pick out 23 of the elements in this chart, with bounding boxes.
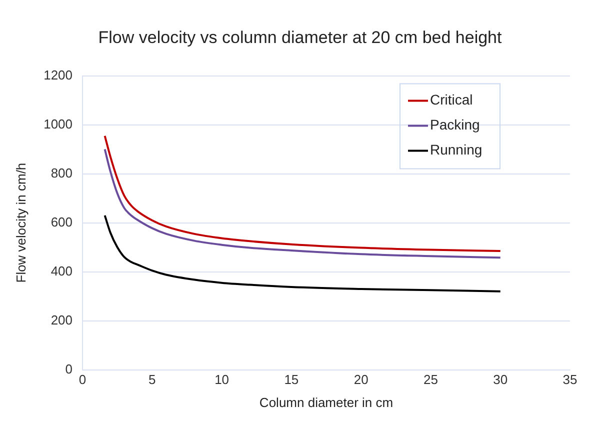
y-tick-label: 1200 [44,67,73,82]
x-tick-label: 25 [423,372,438,388]
line-series [104,214,502,292]
y-tick-label: 1000 [44,116,73,132]
y-tick-label: 600 [50,214,73,230]
y-tick-label: 0 [65,361,73,376]
x-tick-label: 30 [493,372,508,388]
x-tick-label: 0 [78,372,86,388]
y-axis-title: Flow velocity in cm/h [13,162,28,283]
x-tick-label: 10 [214,372,230,388]
legend-label: Running [430,142,482,158]
x-axis-title: Column diameter in cm [259,394,394,410]
x-tick-label: 15 [284,372,299,388]
x-tick-label: 5 [148,372,156,388]
x-tick-label: 35 [562,372,578,388]
legend-label: Critical [430,92,473,108]
line-series [104,134,502,252]
x-tick-label: 20 [354,372,368,388]
chart-title: Flow velocity vs column diameter at 20 cm bed height [97,28,503,48]
y-tick-label: 400 [50,263,73,278]
legend-label: Packing [430,116,480,133]
y-tick-label: 800 [50,165,73,180]
y-tick-label: 200 [50,312,73,328]
